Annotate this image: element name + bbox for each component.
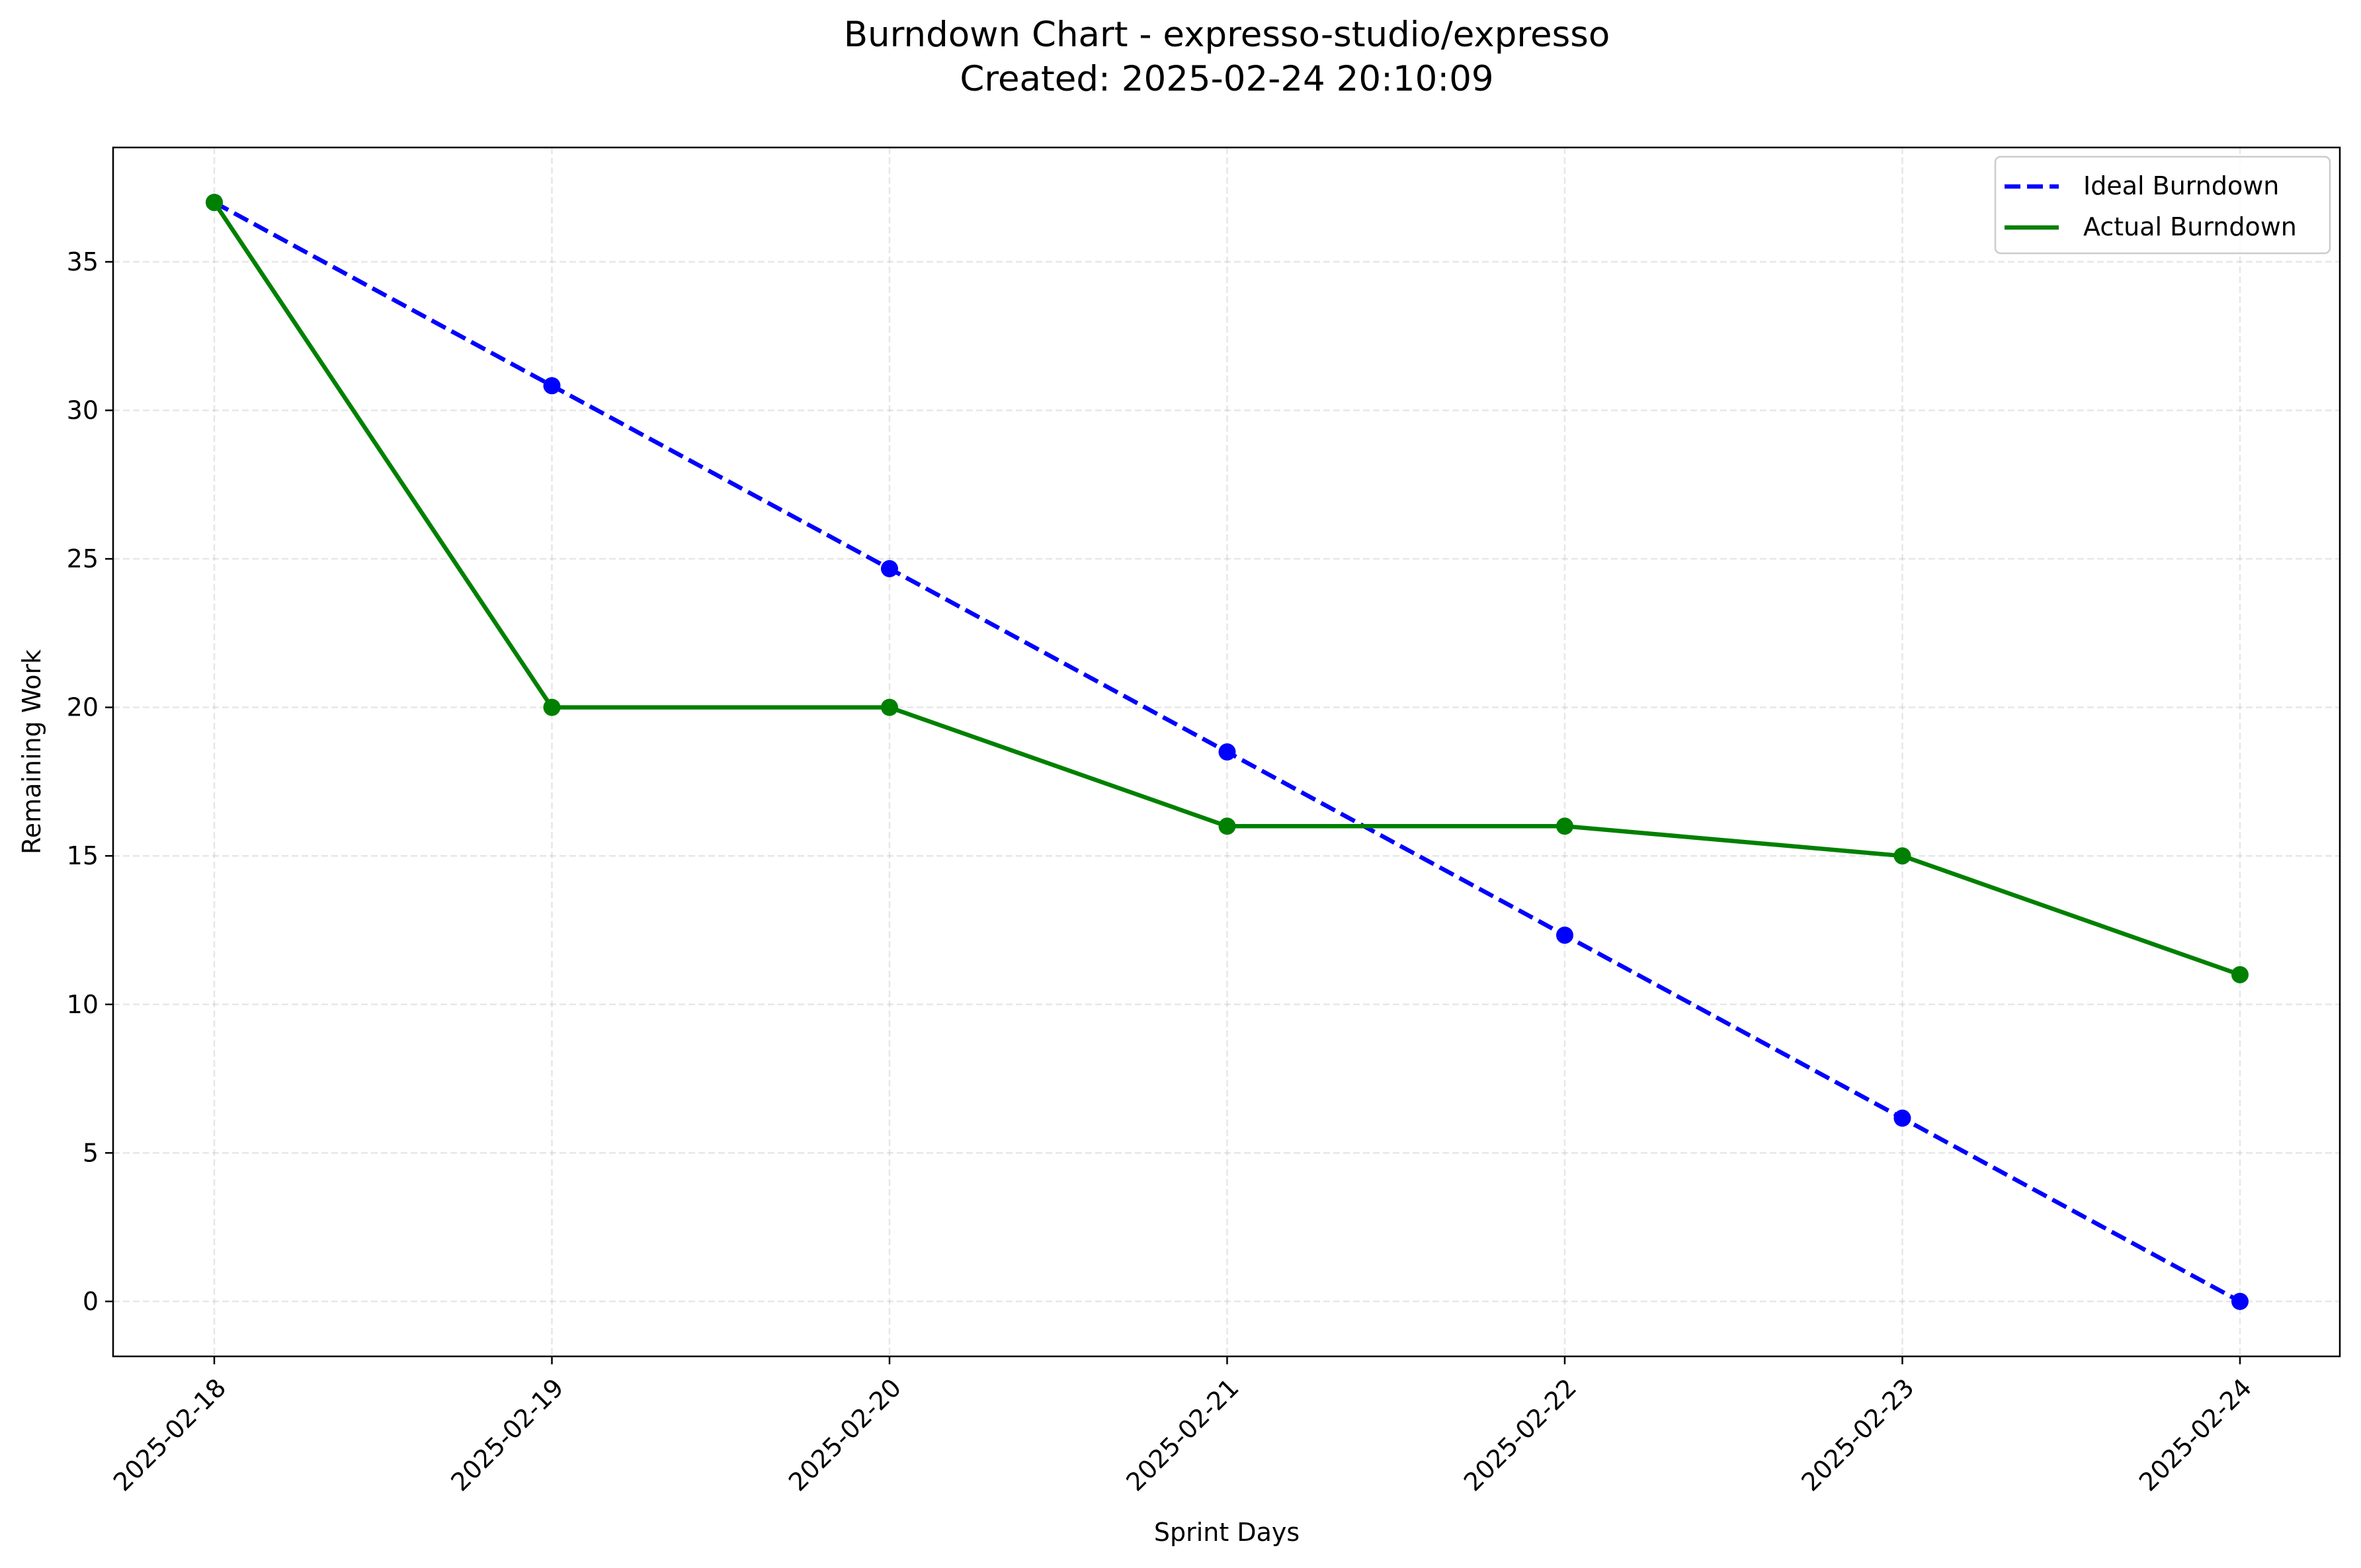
- actual-burndown-point: [543, 698, 561, 716]
- y-tick-label: 30: [67, 395, 99, 425]
- ideal-burndown-point: [1218, 743, 1236, 761]
- x-axis-ticks: 2025-02-18 2025-02-19 2025-02-20 2025-02-21…: [108, 1356, 2257, 1497]
- y-tick-label: 35: [67, 247, 99, 276]
- x-tick-label: 2025-02-19: [445, 1373, 569, 1497]
- y-tick-label: 25: [67, 544, 99, 573]
- actual-burndown-point: [881, 698, 898, 716]
- legend-actual-label: Actual Burndown: [2083, 212, 2297, 241]
- chart-subtitle: Created: 2025-02-24 20:10:09: [960, 59, 1493, 99]
- ideal-burndown-point: [1556, 927, 1573, 944]
- x-axis-label: Sprint Days: [1154, 1518, 1300, 1547]
- x-tick-label: 2025-02-24: [2133, 1373, 2257, 1497]
- x-tick-label: 2025-02-18: [108, 1373, 231, 1497]
- x-tick-label: 2025-02-22: [1458, 1373, 1582, 1497]
- y-tick-label: 10: [67, 990, 99, 1019]
- y-tick-label: 15: [67, 841, 99, 870]
- ideal-burndown-point: [543, 377, 561, 395]
- x-tick-label: 2025-02-23: [1796, 1373, 1919, 1497]
- x-tick-label: 2025-02-21: [1120, 1373, 1244, 1497]
- actual-burndown-point: [1218, 817, 1236, 835]
- legend-ideal-label: Ideal Burndown: [2083, 171, 2279, 200]
- chart-title: Burndown Chart - expresso-studio/express…: [844, 15, 1610, 55]
- y-tick-label: 5: [83, 1138, 99, 1167]
- ideal-burndown-point: [2231, 1292, 2249, 1310]
- y-tick-label: 0: [83, 1287, 99, 1316]
- y-tick-label: 20: [67, 693, 99, 722]
- actual-burndown-point: [206, 194, 223, 212]
- actual-burndown-point: [2231, 966, 2249, 983]
- y-axis-label: Remaining Work: [17, 649, 46, 854]
- grid-lines: [113, 147, 2340, 1356]
- ideal-burndown-point: [881, 559, 898, 577]
- actual-burndown-point: [1556, 817, 1573, 835]
- x-tick-label: 2025-02-20: [783, 1373, 907, 1497]
- y-axis-ticks: 0 5 10 15 20 25 30 35: [67, 247, 113, 1316]
- actual-burndown-point: [1893, 847, 1911, 865]
- legend-frame: [1994, 155, 2331, 255]
- chart-legend: Ideal Burndown Actual Burndown: [1994, 155, 2331, 255]
- ideal-burndown-point: [1893, 1109, 1911, 1127]
- series-lines: [206, 194, 2249, 1310]
